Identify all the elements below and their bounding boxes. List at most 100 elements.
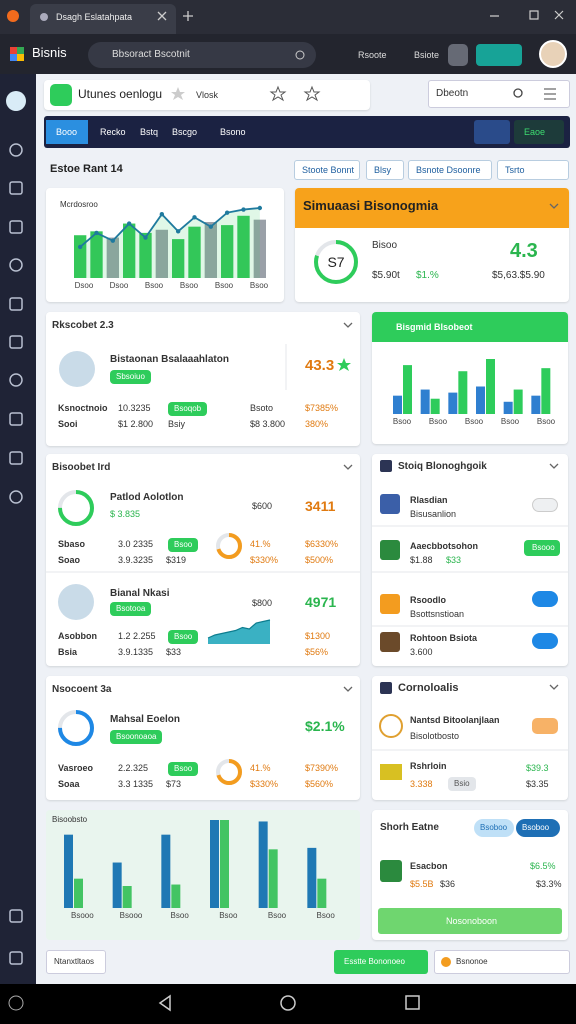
card	[46, 312, 360, 446]
row-value: 3.9.1335	[118, 647, 154, 657]
tag: Bsotooa	[110, 602, 152, 616]
pill-button[interactable]	[516, 819, 560, 837]
toggle[interactable]	[532, 591, 558, 607]
item-value: $3.3%	[536, 879, 562, 889]
filter-label[interactable]: Tsrto	[505, 165, 525, 175]
toolbar-button[interactable]	[476, 44, 522, 66]
person-name: Mahsal Eoelon	[110, 714, 181, 725]
row-value: $33	[166, 647, 182, 657]
filter-label[interactable]: Stoote Bonnt	[302, 165, 355, 175]
metric-name: Bisoo	[372, 240, 398, 251]
item-value: $3.35	[526, 779, 549, 789]
filter[interactable]	[408, 160, 492, 180]
item-name: Rohtoon Bsiota	[410, 633, 477, 643]
toolbar-action[interactable]: Bsiote	[414, 50, 440, 60]
item-name: Rshrloin	[410, 761, 447, 771]
filter[interactable]	[497, 160, 569, 180]
card-title: Rkscobet 2.3	[52, 320, 114, 331]
amount: $800	[252, 598, 273, 608]
sidebar	[0, 74, 36, 984]
metric-score: 4.3	[510, 240, 538, 262]
card-title: Stoiq Blonoghgoik	[398, 461, 487, 472]
score: $2.1%	[305, 718, 345, 734]
chart-title: Mcrdosroo	[60, 200, 98, 209]
pill-label[interactable]: Bsoboo	[480, 823, 508, 832]
nav-tab[interactable]: Booo	[56, 127, 78, 137]
row-value: 2.2.325	[118, 763, 149, 773]
secondary-label[interactable]: Bsnonoe	[456, 957, 488, 966]
row-value: $1 2.800	[118, 419, 154, 429]
row-value: Sbaso	[58, 539, 86, 549]
person-name: Patlod Aolotlon	[110, 492, 184, 503]
nav-tab[interactable]: Bstq	[140, 127, 159, 137]
filter[interactable]	[366, 160, 404, 180]
score: 3411	[305, 498, 336, 514]
card-title: Bisgmid Blsobeot	[396, 322, 473, 332]
nav-tab[interactable]: Bscgo	[172, 127, 198, 137]
toggle[interactable]	[532, 633, 558, 649]
item-extra: $33	[446, 555, 462, 565]
person-name: Bianal Nkasi	[110, 588, 170, 599]
person-sub: $ 3.835	[110, 509, 141, 519]
row-value: $8 3.800	[250, 419, 286, 429]
filter-label[interactable]: Blsy	[374, 165, 392, 175]
secondary-button[interactable]	[434, 950, 570, 974]
item-button-label[interactable]: Bsooo	[532, 543, 555, 552]
toolbar-button[interactable]	[448, 44, 468, 66]
toggle[interactable]	[532, 498, 558, 512]
item-value: $39.3	[526, 763, 549, 773]
row-value: Bsiy	[168, 419, 186, 429]
header-link[interactable]: Vlosk	[196, 90, 219, 100]
primary-label[interactable]: Esstte Bononoeo	[344, 957, 405, 966]
row-value: 3.9.3235	[118, 555, 154, 565]
nav-action[interactable]: Eaoe	[524, 127, 546, 137]
nav-button[interactable]	[474, 120, 510, 144]
nav-button[interactable]	[514, 120, 564, 144]
metric-sub: $5.90t	[372, 270, 400, 281]
card	[46, 454, 360, 666]
cta-label[interactable]: Nosonoboon	[446, 916, 498, 926]
tag: Bsoqob	[168, 402, 208, 416]
pill-button[interactable]	[474, 819, 514, 837]
footer-button[interactable]	[46, 950, 106, 974]
filter[interactable]	[294, 160, 360, 180]
item-name: Nantsd Bitoolanjlaan	[410, 715, 500, 725]
tag: Bsoonoaoa	[110, 730, 163, 744]
item-sub: Bisusanlion	[410, 509, 457, 519]
item-button[interactable]	[532, 718, 558, 734]
primary-button[interactable]	[334, 950, 428, 974]
row-value: 41.%	[250, 539, 271, 549]
item-button[interactable]	[524, 540, 560, 556]
filter-label[interactable]: Bsnote Dsoonre	[416, 165, 481, 175]
tag: Bsoo	[168, 762, 199, 776]
footer-label[interactable]: Ntanxtltaos	[54, 957, 95, 966]
row-value: $6330%	[305, 539, 339, 549]
header-title: Utunes oenlogu	[78, 87, 163, 101]
tab-title: Dsagh Eslatahpata	[56, 12, 133, 22]
highlight-header	[295, 188, 569, 228]
chart-title: Bisoobsto	[52, 815, 88, 824]
row-value: Bsoto	[250, 403, 274, 413]
row-value: 10.3235	[118, 403, 151, 413]
item-sub: $1.88	[410, 555, 433, 565]
cta-button[interactable]	[378, 908, 562, 934]
address-bar[interactable]	[88, 42, 316, 68]
tab[interactable]	[30, 4, 176, 34]
pill-label[interactable]: Bsoboo	[522, 823, 550, 832]
highlight-title: Simuaasi Bisonogmia	[303, 198, 439, 213]
section-title: Estoe Rant 14	[50, 163, 123, 175]
tag: Bsoo	[168, 630, 199, 644]
item-name: Esacbon	[410, 861, 448, 871]
item-name: Rsoodlo	[410, 595, 446, 605]
app-icon	[50, 84, 72, 106]
row-value: $7390%	[305, 763, 339, 773]
nav-tab[interactable]: Bsono	[220, 127, 246, 137]
nav-tab-active[interactable]	[46, 120, 88, 144]
chart-card	[46, 810, 360, 940]
item-sub: 3.338	[410, 779, 433, 789]
row-value: $1300	[305, 631, 331, 641]
toolbar-action[interactable]: Rsoote	[358, 50, 387, 60]
tag: Sbsoiuo	[110, 370, 151, 384]
nav-tab[interactable]: Recko	[100, 127, 126, 137]
